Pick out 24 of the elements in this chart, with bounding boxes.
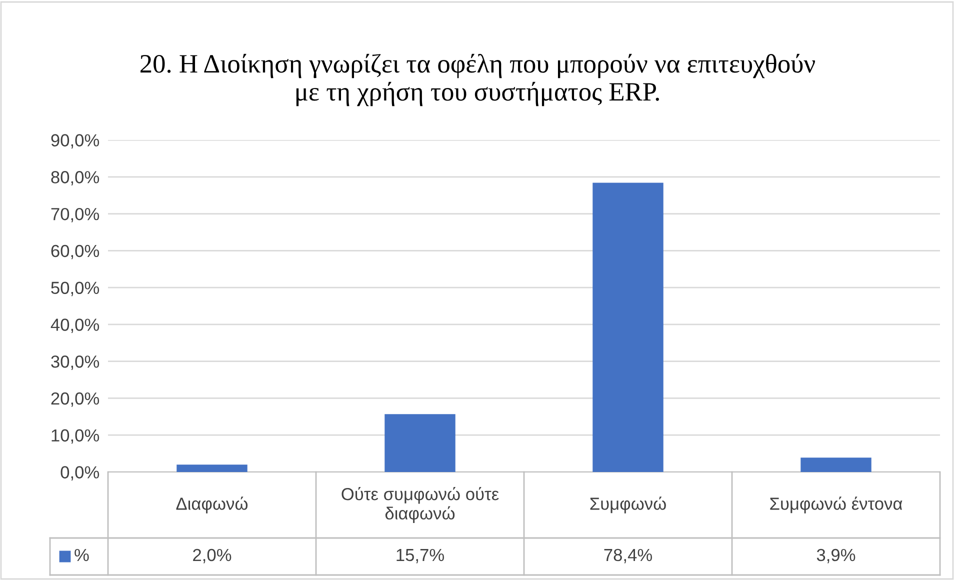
bar [384,414,456,472]
y-tick-label: 80,0% [51,171,100,186]
bar [176,464,248,472]
bar [592,182,664,472]
data-label: 15,7% [396,548,444,564]
y-tick-label: 30,0% [51,356,100,370]
y-tick-label: 90,0% [51,134,100,149]
x-tick-label: Ούτε συμφωνώ ούτε διαφωνώ [342,487,499,523]
chart-title: 20. Η Διοίκηση γνωρίζει τα οφέλη που μπορούν να επιτευχθούν με τη χρήση του συστήματος ERP. [140,54,815,106]
y-tick-label: 50,0% [51,282,100,296]
data-label: 3,9% [816,548,856,564]
bar [800,458,872,472]
y-tick-label: 20,0% [51,392,100,407]
x-tick-label: Συμφωνώ [590,496,666,514]
y-tick-label: 0,0% [60,466,100,481]
y-tick-label: 40,0% [50,318,100,333]
y-tick-label: 70,0% [51,208,100,222]
data-label: 2,0% [193,548,232,564]
data-label: 78,4% [604,548,652,564]
y-tick-label: 10,0% [52,429,100,444]
y-tick-label: 60,0% [51,244,100,260]
x-tick-label: Συμφωνώ έντονα [770,496,902,514]
x-tick-label: Διαφωνώ [176,496,248,514]
legend-label: % [74,548,89,562]
